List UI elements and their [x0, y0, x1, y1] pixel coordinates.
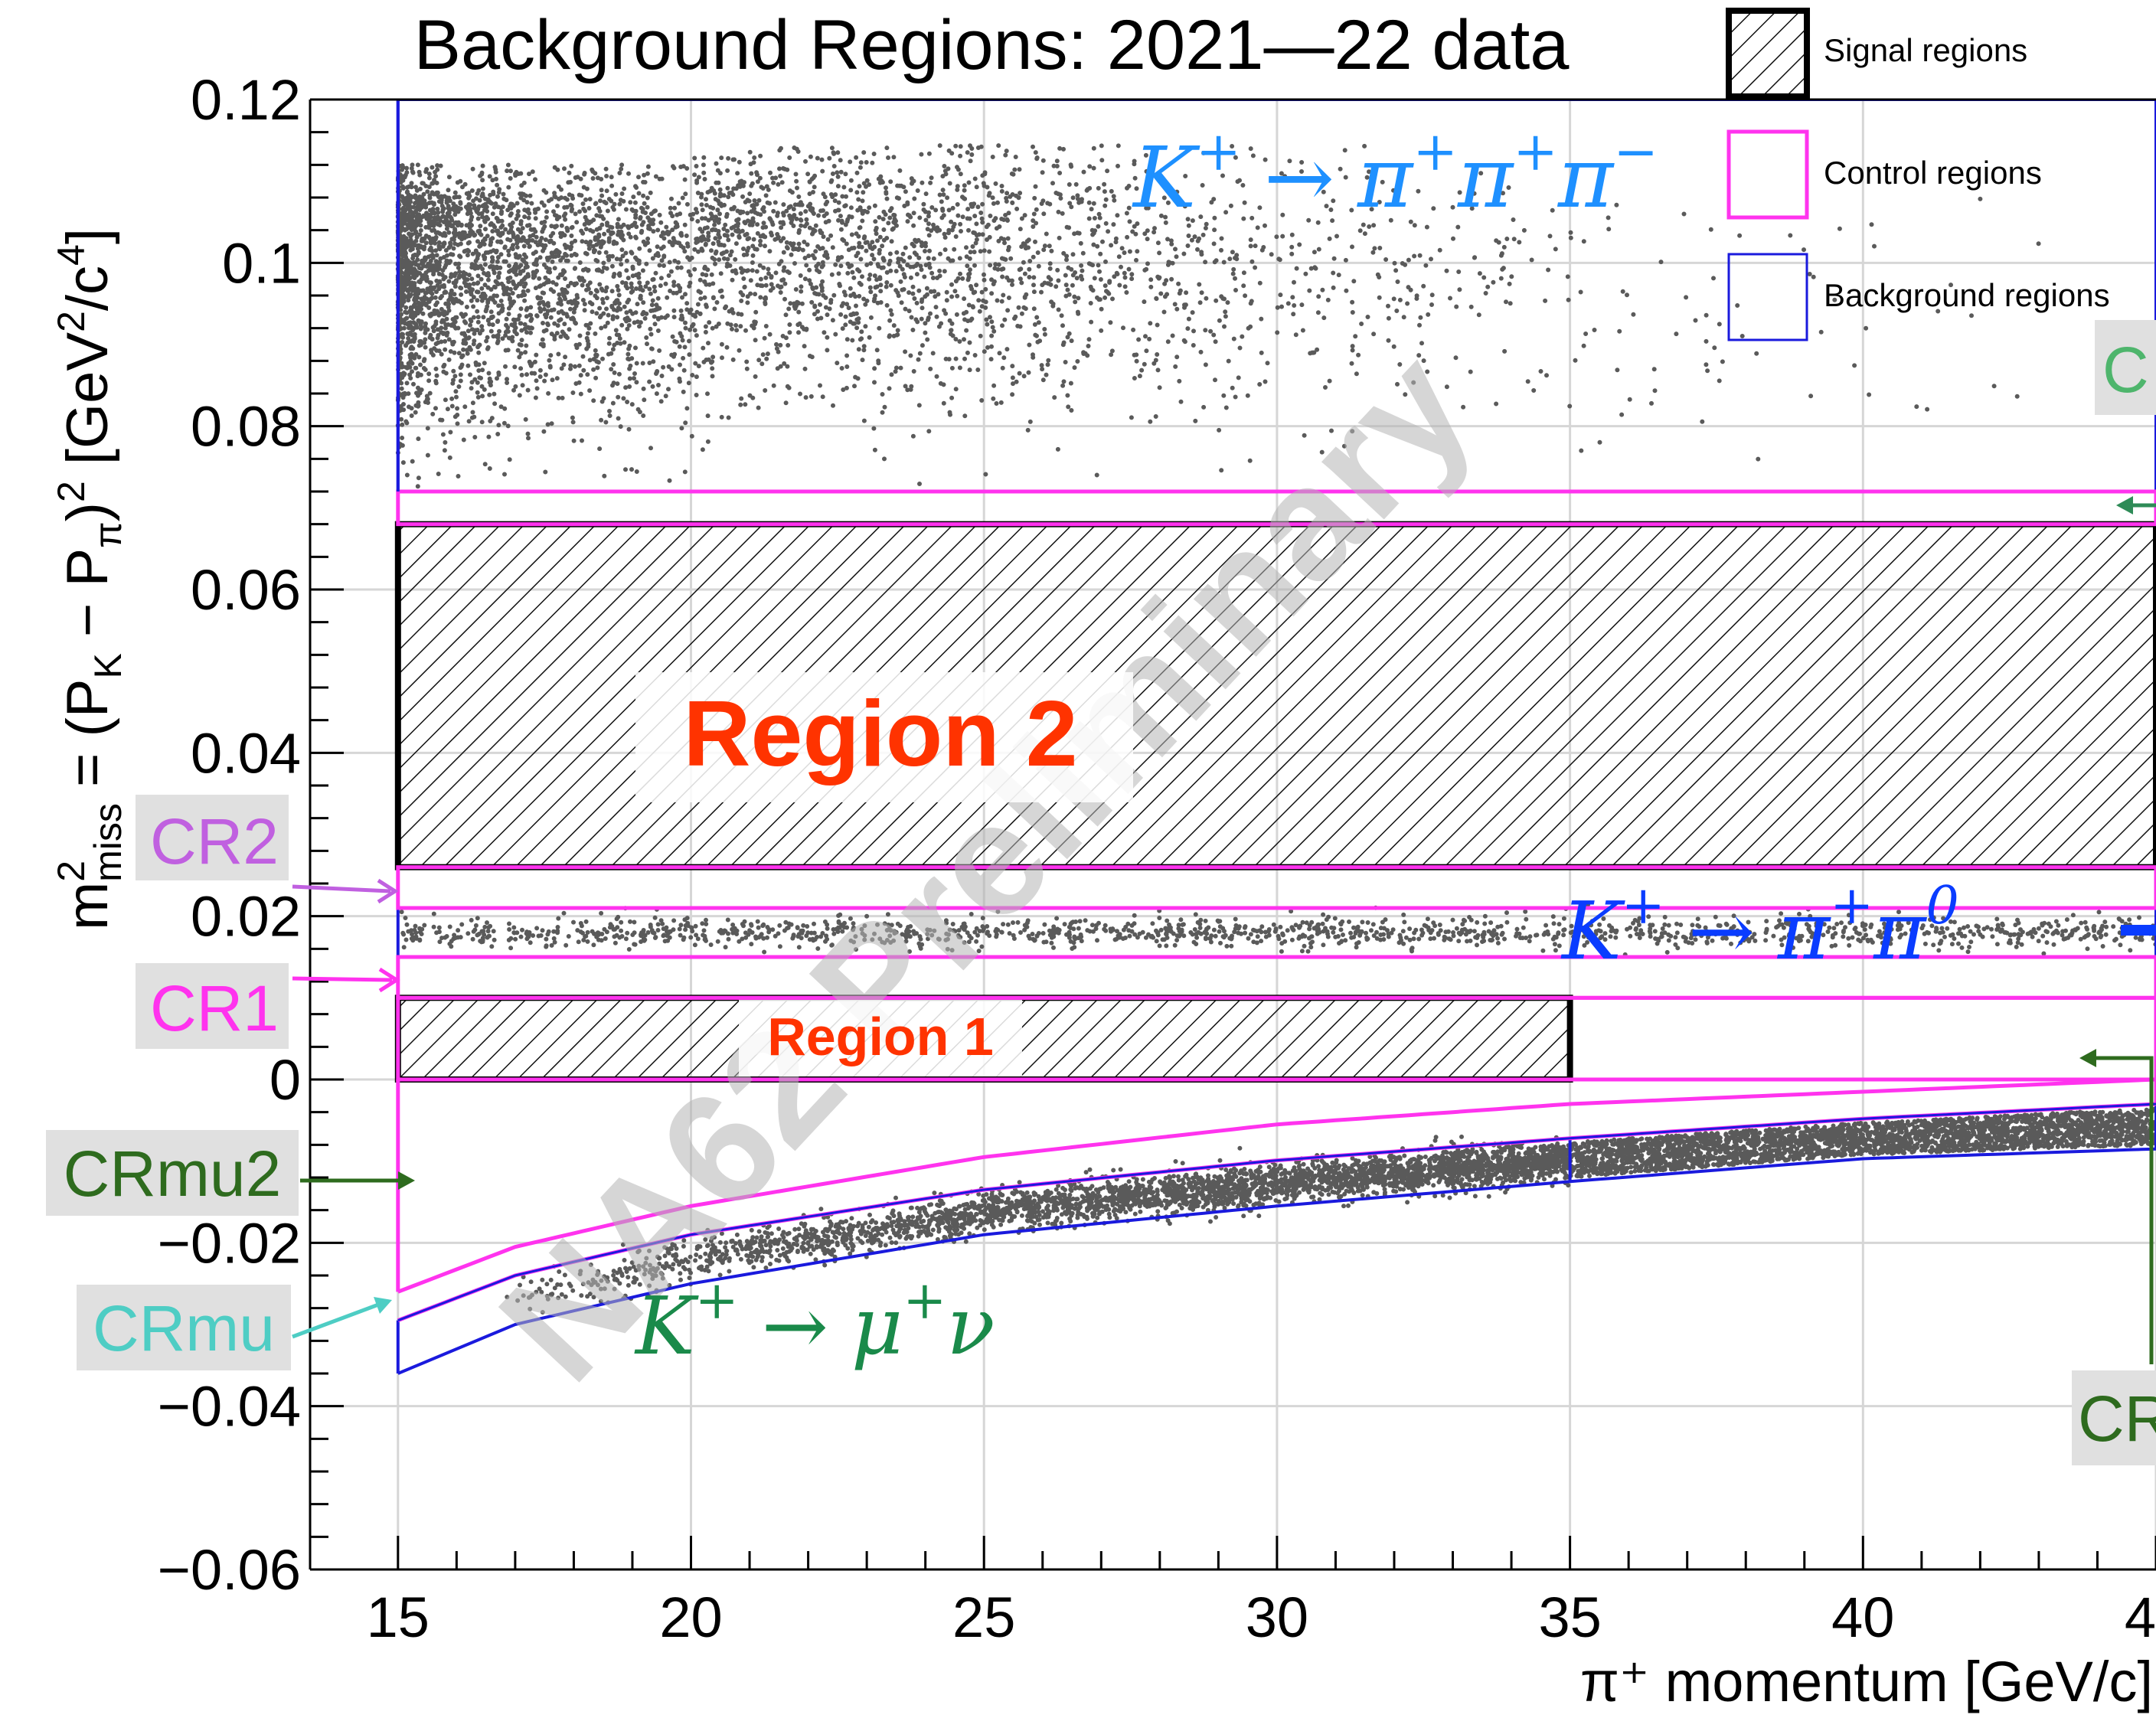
ylabel-k: K: [87, 653, 129, 678]
region1-label: Region 1: [767, 1007, 994, 1066]
cr-right-bottom-arrow: [2090, 1056, 2154, 1364]
legend-control-swatch: [1726, 129, 1809, 220]
x-tick-label: 20: [659, 1586, 722, 1649]
cr-right-bottom-bg: [2072, 1370, 2156, 1465]
ylabel-unit-exp2: 4: [50, 244, 93, 266]
cr2-arrowhead: [377, 878, 399, 904]
y-axis-label: m2miss = (PK − Pπ)2 [GeV2/c4]: [50, 228, 129, 930]
chart-title: Background Regions: 2021—22 data: [414, 6, 1570, 84]
ylabel-minus: − P: [55, 548, 120, 653]
region1-label-bg: [739, 1000, 1022, 1076]
y-tick-label: 0.1: [222, 231, 301, 295]
x-tick-label: 30: [1246, 1586, 1308, 1649]
x-tick-label: 35: [1538, 1586, 1601, 1649]
crmu-arrow: [292, 1299, 387, 1339]
x-axis-label: π⁺ momentum [GeV/c]: [1580, 1650, 2153, 1713]
cr-right-top-bg: [2095, 320, 2156, 415]
cr1-label: CR1: [150, 972, 279, 1044]
cr2-label: CR2: [150, 805, 279, 877]
x-tick-label: 40: [1831, 1586, 1894, 1649]
ylabel-sup: 2: [50, 861, 93, 882]
crmu-label: CRmu: [93, 1292, 275, 1364]
kmu2-label: K+ → μ+ν: [634, 1271, 995, 1373]
region2-label: Region 2: [683, 681, 1077, 786]
legend-background-swatch: [1727, 253, 1808, 341]
ylabel-unit-exp: 2: [50, 311, 93, 332]
crmu2-upper-curve: [397, 1077, 2156, 1294]
region2-label-bg: [635, 672, 1133, 802]
crmu2-arrowhead: [398, 1171, 415, 1190]
y-tick-label: 0.06: [191, 558, 301, 622]
kpi2-marker: [2121, 925, 2156, 936]
kpi2-label: K+ → π+π0: [1560, 876, 1959, 978]
y-tick-label: 0: [270, 1048, 301, 1112]
cr-right-top-arrowhead: [2116, 496, 2133, 514]
x-tick-label: 15: [367, 1586, 430, 1649]
cr2-arrow: [292, 884, 391, 893]
ylabel-m: m: [55, 882, 120, 930]
cr-right-top-label: C: [2102, 334, 2149, 406]
legend-signal-swatch: [1726, 8, 1810, 100]
y-tick-label: −0.02: [158, 1211, 301, 1275]
cr2-label-bg: [136, 795, 289, 880]
ylabel-sup2: 2: [50, 481, 93, 502]
ylabel-close: ): [55, 502, 120, 521]
ylabel-pi: π: [87, 521, 129, 548]
k3pi-label: K+ → π+π+π−: [1132, 120, 1658, 227]
kmu2-lower-curve: [397, 1147, 2156, 1375]
x-tick-label: 25: [952, 1586, 1015, 1649]
axes: −0.06 −0.04 −0.02 0 0.02 0.04 0.06 0.08 0.1 0.12 1…: [158, 68, 2156, 1649]
kmu2-upper-curve: [397, 1102, 2156, 1322]
crmu2-label: CRmu2: [64, 1138, 282, 1210]
x-tick-label: 45: [2125, 1586, 2156, 1649]
y-tick-label: −0.06: [158, 1538, 301, 1602]
cr1-label-bg: [136, 963, 289, 1049]
cr1-arrow: [292, 976, 393, 982]
y-tick-label: 0.08: [191, 395, 301, 459]
y-tick-label: 0.02: [191, 885, 301, 949]
legend-background-label: Background regions: [1824, 277, 2110, 313]
ylabel-unit: [GeV: [55, 332, 120, 482]
y-tick-label: 0.04: [191, 721, 301, 785]
ylabel-eq: = (P: [55, 678, 120, 803]
crmu2-label-bg: [46, 1130, 299, 1216]
legend: Signal regions Control regions Backgroun…: [1726, 8, 2110, 341]
ylabel-unit-mid: /c: [55, 266, 120, 311]
crmu-label-bg: [77, 1285, 291, 1370]
legend-control-label: Control regions: [1824, 155, 2042, 191]
cr-right-bottom-arrowhead: [2079, 1049, 2096, 1067]
ylabel-unit-close: ]: [55, 228, 120, 244]
y-tick-label: −0.04: [158, 1375, 301, 1439]
ylabel-miss: miss: [87, 803, 129, 882]
cr1-arrowhead: [378, 967, 400, 993]
y-tick-label: 0.12: [191, 68, 301, 132]
legend-signal-label: Signal regions: [1824, 32, 2027, 68]
cr-right-bottom-label: CR: [2078, 1383, 2156, 1455]
crmu-arrowhead: [374, 1297, 392, 1314]
